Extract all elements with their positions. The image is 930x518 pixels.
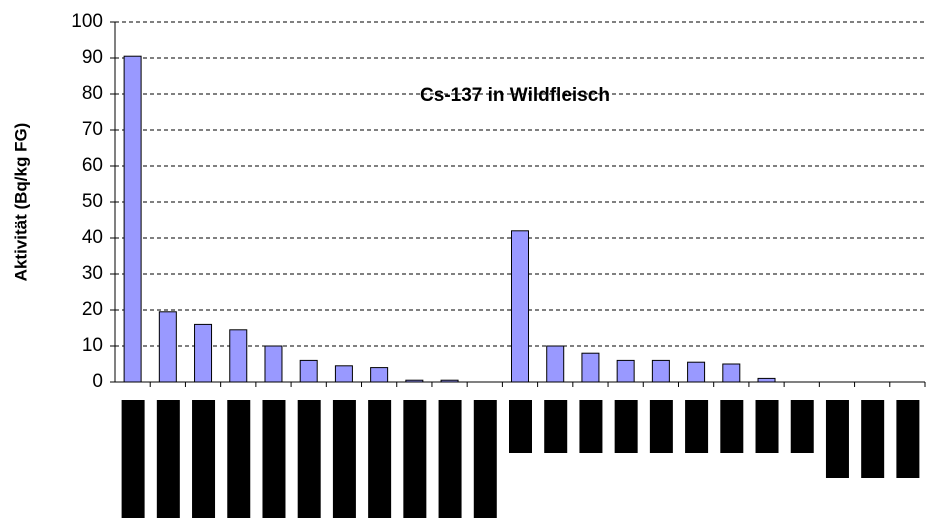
redacted-label: [579, 400, 603, 453]
bar: [334, 365, 353, 383]
redacted-label: [297, 400, 321, 518]
bar: [370, 367, 389, 383]
y-tick-label: 0: [92, 371, 103, 392]
redacted-label: [368, 400, 392, 518]
bar: [123, 55, 142, 383]
bar: [616, 359, 635, 383]
y-tick-label: 30: [82, 263, 103, 284]
redacted-label: [649, 400, 673, 453]
y-tick-label: 40: [82, 227, 103, 248]
redacted-label: [227, 400, 251, 518]
y-tick-label: 50: [82, 191, 103, 212]
bar: [546, 345, 565, 383]
bar: [722, 363, 741, 383]
bar: [299, 359, 318, 383]
bar: [581, 352, 600, 383]
bar: [194, 323, 213, 383]
y-tick-label: 90: [82, 47, 103, 68]
redacted-label: [332, 400, 356, 518]
redacted-label: [825, 400, 849, 478]
y-tick-label: 60: [82, 155, 103, 176]
bar: [511, 230, 529, 383]
y-tick-label: 70: [82, 119, 103, 140]
bar: [687, 361, 706, 383]
y-tick-label: 20: [82, 299, 103, 320]
y-tick-label: 100: [71, 11, 103, 32]
bar: [264, 345, 283, 383]
redacted-label: [720, 400, 744, 453]
redacted-label: [544, 400, 568, 453]
redacted-label: [473, 400, 497, 518]
redacted-label: [614, 400, 638, 453]
redacted-label: [262, 400, 286, 518]
redacted-label: [685, 400, 709, 453]
redacted-label: [861, 400, 885, 478]
redacted-label: [403, 400, 427, 518]
y-tick-label: 10: [82, 335, 103, 356]
redacted-label: [509, 400, 532, 453]
bar: [651, 359, 670, 383]
redacted-label: [192, 400, 216, 518]
chart-title: Cs-137 in Wildfleisch: [420, 85, 610, 106]
y-tick-label: 80: [82, 83, 103, 104]
bar: [757, 377, 776, 383]
redacted-label: [896, 400, 920, 478]
bar: [229, 329, 248, 383]
redacted-label: [438, 400, 462, 518]
redacted-label: [156, 400, 180, 518]
redacted-label: [755, 400, 779, 453]
redacted-label: [121, 400, 145, 518]
y-axis-label: Aktivität (Bq/kg FG): [11, 123, 30, 282]
bar: [158, 311, 177, 383]
redacted-label: [790, 400, 814, 453]
